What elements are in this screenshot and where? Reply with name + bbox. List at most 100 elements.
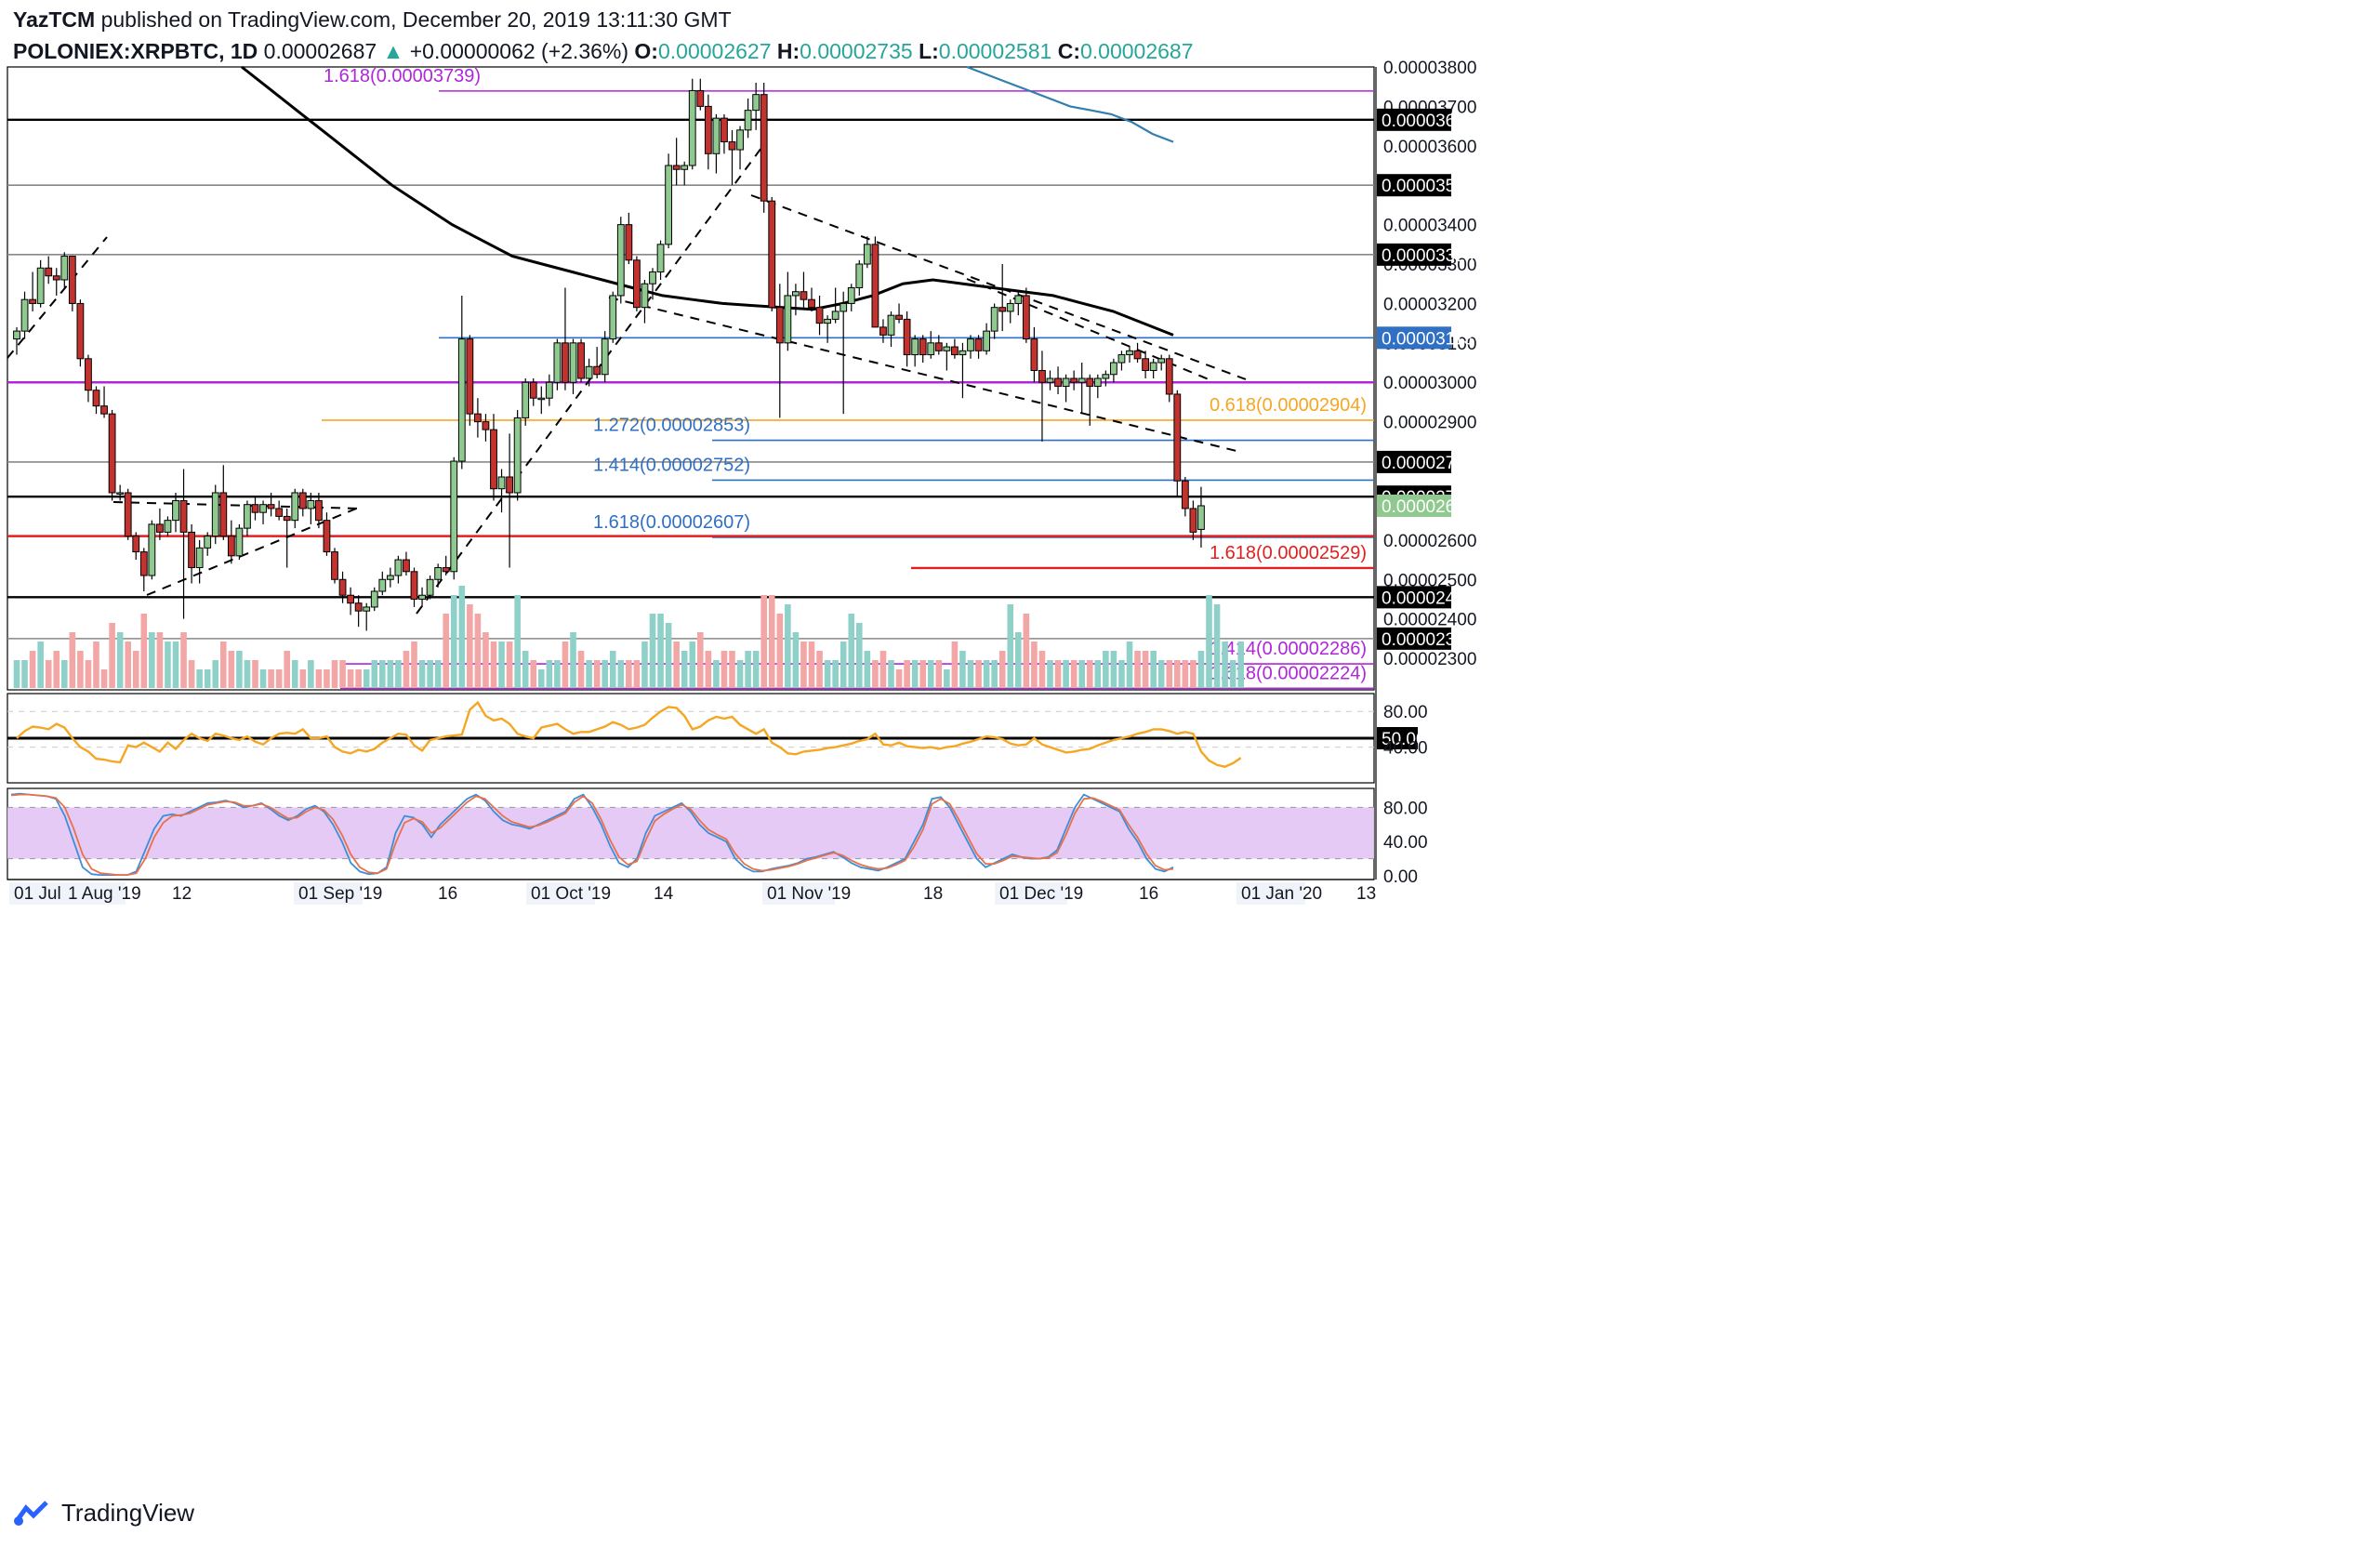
low-label: L: xyxy=(919,39,939,63)
time-tag xyxy=(762,882,835,905)
ma-line-black xyxy=(241,65,1174,337)
candle-up xyxy=(378,578,387,592)
volume-bar xyxy=(1197,651,1205,688)
candle-up xyxy=(847,286,855,304)
volume-bar xyxy=(236,651,243,688)
volume-bar xyxy=(116,632,124,688)
candle-up xyxy=(1149,362,1157,372)
candle-up xyxy=(712,117,721,154)
candle-up xyxy=(363,606,371,612)
volume-bar xyxy=(458,586,466,688)
tradingview-branding[interactable]: TradingView xyxy=(13,1499,194,1528)
candle-down xyxy=(132,536,140,553)
volume-bar xyxy=(959,651,966,688)
time-tick-label: 18 xyxy=(923,884,943,904)
high-value: 0.00002735 xyxy=(800,39,913,63)
candle-up xyxy=(752,94,760,112)
volume-bar xyxy=(339,660,346,688)
stoch-band xyxy=(7,807,1374,859)
candle-down xyxy=(903,318,911,356)
candle-down xyxy=(1165,358,1173,395)
candle-up xyxy=(545,381,553,399)
volume-bar xyxy=(53,651,60,688)
candle-up xyxy=(792,291,800,297)
chart-canvas[interactable]: 0.000038000.000037000.000036000.00003400… xyxy=(0,0,2380,1488)
volume-bar xyxy=(37,642,44,688)
candle-down xyxy=(974,338,983,351)
volume-bar xyxy=(1157,660,1165,688)
volume-bar xyxy=(268,669,274,688)
candle-down xyxy=(45,267,53,277)
volume-bar xyxy=(77,651,84,688)
volume-bar xyxy=(768,595,775,688)
candle-down xyxy=(403,559,410,573)
volume-bar xyxy=(721,651,728,688)
level-label: 0.618(0.00002904) xyxy=(1210,395,1367,416)
candle-up xyxy=(736,129,744,151)
candle-up xyxy=(831,311,840,320)
candle-up xyxy=(601,338,609,376)
time-tick-label: 12 xyxy=(172,884,192,904)
price-tag xyxy=(1377,627,1451,650)
candle-up xyxy=(244,504,251,529)
candle-up xyxy=(840,302,848,312)
candle-down xyxy=(800,291,808,300)
time-tick-label: 01 Nov '19 xyxy=(767,884,851,904)
volume-bar xyxy=(450,595,457,688)
volume-bar xyxy=(1094,660,1102,688)
time-tick-label: 16 xyxy=(438,884,457,904)
candle-down xyxy=(482,421,490,430)
volume-bar xyxy=(1118,660,1125,688)
candle-up xyxy=(1014,295,1023,304)
rsi-tick-label: 40.00 xyxy=(1383,739,1428,759)
time-tag xyxy=(294,882,363,905)
volume-bar xyxy=(1015,632,1022,688)
candle-down xyxy=(108,413,116,494)
candle-up xyxy=(195,547,204,569)
candle-up xyxy=(990,307,998,332)
volume-bar xyxy=(180,632,187,688)
candle-up xyxy=(426,578,434,596)
rsi-tick-label: 50.00 xyxy=(1382,730,1426,749)
volume-bar xyxy=(935,660,943,688)
candle-down xyxy=(721,117,728,143)
candle-down xyxy=(1022,295,1030,340)
candle-down xyxy=(490,429,497,490)
candle-down xyxy=(871,244,879,328)
volume-bar xyxy=(29,651,36,688)
candle-down xyxy=(775,307,784,344)
volume-bar xyxy=(1031,642,1038,688)
price-tag-label: 0.00002455 xyxy=(1382,589,1474,608)
candle-up xyxy=(1110,362,1117,376)
volume-bar xyxy=(1166,660,1173,688)
candle-up xyxy=(855,263,864,288)
candle-up xyxy=(148,523,156,576)
volume-bar xyxy=(411,642,417,688)
candle-up xyxy=(967,338,974,351)
price-change: +0.00000062 (+2.36%) xyxy=(409,39,629,63)
candle-down xyxy=(1054,377,1062,387)
volume-bar xyxy=(355,669,362,688)
volume-bar xyxy=(1222,642,1228,688)
candle-up xyxy=(116,492,125,495)
volume-bar xyxy=(577,651,585,688)
price-tag xyxy=(1377,174,1451,197)
volume-bar xyxy=(895,669,903,688)
candle-down xyxy=(219,492,228,537)
price-tag xyxy=(1377,243,1451,266)
author-name[interactable]: YazTCM xyxy=(13,7,96,32)
candle-down xyxy=(283,515,291,522)
candle-up xyxy=(887,314,895,336)
volume-bar xyxy=(975,660,982,688)
candle-down xyxy=(1189,508,1197,533)
candle-up xyxy=(537,397,546,401)
level-label: 1.618(0.00002224) xyxy=(1210,663,1367,683)
price-tick-label: 0.00003000 xyxy=(1383,374,1476,393)
stoch-tick-label: 80.00 xyxy=(1383,799,1428,818)
volume-bar xyxy=(927,660,934,688)
candle-down xyxy=(251,504,259,513)
volume-bar xyxy=(140,614,148,688)
candle-up xyxy=(450,460,458,573)
price-tick-label: 0.00002500 xyxy=(1383,571,1476,590)
volume-bar xyxy=(1086,660,1093,688)
